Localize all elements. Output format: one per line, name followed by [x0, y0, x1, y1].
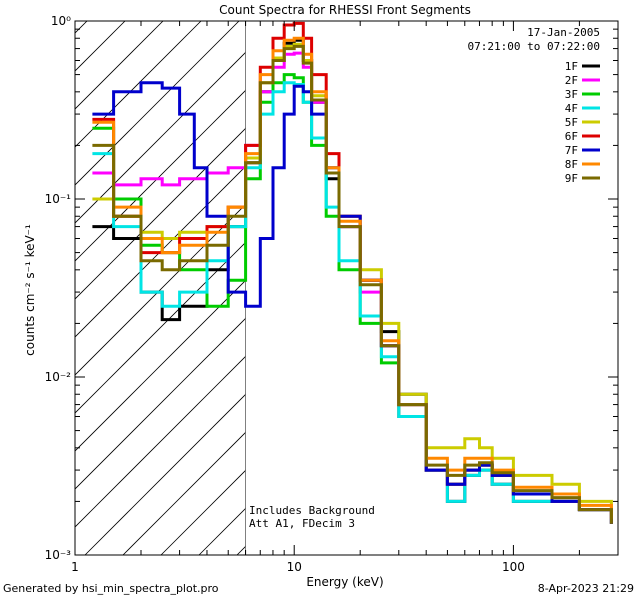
- hatch-line: [75, 21, 202, 148]
- series-line-7F: [92, 81, 613, 524]
- x-axis-label: Energy (keV): [306, 575, 383, 589]
- hatch-line: [122, 431, 246, 555]
- annotation-background: Includes Background: [249, 504, 375, 517]
- series-line-2F: [92, 51, 613, 524]
- date-label: 17-Jan-2005: [527, 26, 600, 39]
- series-line-8F: [92, 36, 613, 519]
- annotation-attenuator: Att A1, FDecim 3: [249, 517, 355, 530]
- footer-timestamp: 8-Apr-2023 21:29: [537, 582, 634, 595]
- x-tick-label: 10: [287, 560, 302, 574]
- hatch-line: [75, 21, 164, 110]
- x-tick-label: 100: [502, 560, 525, 574]
- legend-label-4F: 4F: [565, 102, 578, 115]
- hatch-line: [75, 355, 246, 528]
- y-tick-label: 10⁻²: [45, 370, 72, 384]
- hatch-line: [84, 393, 246, 555]
- hatch-line: [75, 51, 246, 224]
- hatch-line: [75, 21, 240, 186]
- hatch-line: [275, 0, 640, 555]
- legend-label-6F: 6F: [565, 130, 578, 143]
- series-line-9F: [92, 44, 613, 524]
- time-range-label: 07:21:00 to 07:22:00: [468, 40, 600, 53]
- footer-generated: Generated by hsi_min_spectra_plot.pro: [3, 582, 219, 595]
- y-tick-label: 10⁻³: [45, 548, 72, 562]
- series-line-4F: [92, 81, 613, 524]
- hatch-line: [75, 203, 246, 376]
- hatch-line: [75, 241, 246, 414]
- hatch-line: [75, 165, 246, 338]
- hatch-line: [75, 127, 246, 300]
- legend-label-3F: 3F: [565, 88, 578, 101]
- plot-frame: [74, 20, 619, 556]
- legend-label-7F: 7F: [565, 144, 578, 157]
- legend-label-8F: 8F: [565, 158, 578, 171]
- hatch-line: [75, 317, 246, 490]
- legend-label-5F: 5F: [565, 116, 578, 129]
- chart-title: Count Spectra for RHESSI Front Segments: [219, 3, 471, 17]
- series-line-6F: [92, 21, 613, 524]
- x-tick-label: 1: [71, 560, 79, 574]
- series-lines: [92, 21, 613, 524]
- y-tick-label: 10⁻¹: [45, 192, 72, 206]
- y-tick-label: 10⁰: [51, 14, 71, 28]
- axes: 1 10 100 10⁰ 10⁻¹ 10⁻² 10⁻³: [45, 14, 619, 574]
- y-axis-label: counts cm⁻² s⁻¹ keV⁻¹: [23, 224, 37, 356]
- series-line-5F: [92, 42, 613, 510]
- hatch-line: [0, 0, 75, 555]
- series-line-1F: [92, 38, 613, 524]
- hatch-line: [313, 0, 640, 555]
- legend-label-9F: 9F: [565, 172, 578, 185]
- series-line-3F: [92, 73, 613, 524]
- legend-label-2F: 2F: [565, 74, 578, 87]
- legend-label-1F: 1F: [565, 60, 578, 73]
- hatched-region: [0, 0, 640, 555]
